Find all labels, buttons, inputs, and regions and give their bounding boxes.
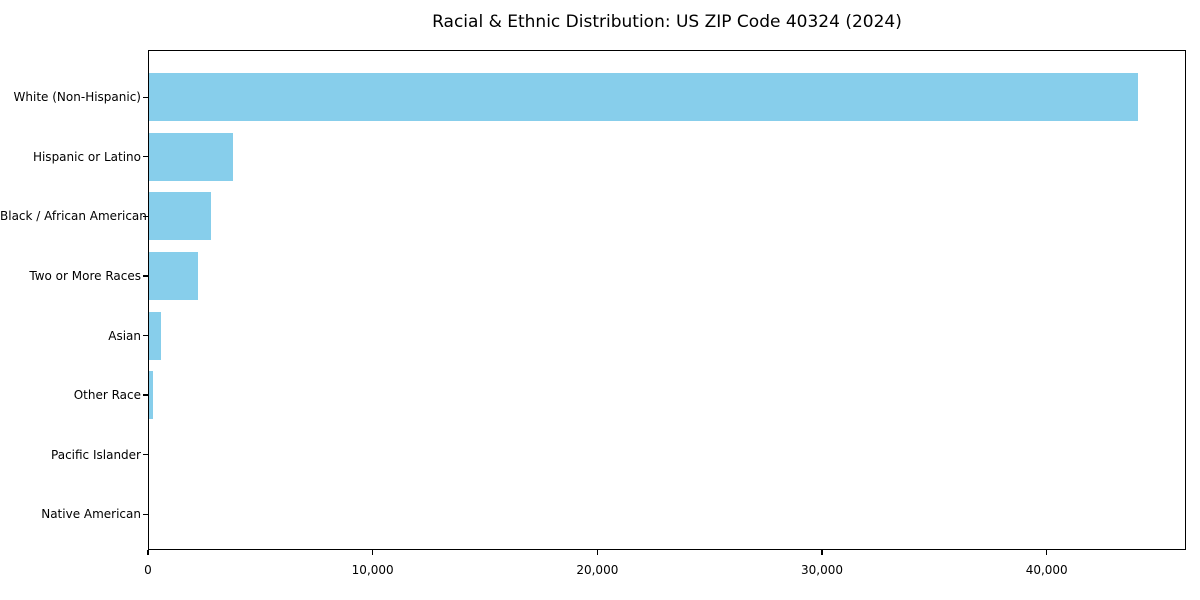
plot-area (148, 50, 1186, 550)
y-tick-mark (143, 454, 148, 456)
x-tick-mark (596, 550, 598, 555)
y-tick-label: Black / African American (0, 209, 147, 224)
y-tick-label: Hispanic or Latino (32, 149, 141, 164)
x-tick-mark (372, 550, 374, 555)
y-tick-label: White (Non-Hispanic) (13, 90, 141, 105)
x-tick-mark (147, 550, 149, 555)
y-tick-label: Native American (41, 507, 141, 522)
y-tick-mark (143, 96, 148, 98)
y-tick-label: Two or More Races (29, 268, 141, 283)
y-tick-mark (143, 156, 148, 158)
bar (149, 371, 154, 420)
bar (149, 251, 198, 300)
x-tick-label: 20,000 (576, 563, 619, 577)
x-tick-label: 30,000 (801, 563, 844, 577)
x-tick-label: 10,000 (351, 563, 394, 577)
chart-title: Racial & Ethnic Distribution: US ZIP Cod… (432, 12, 902, 32)
x-tick-mark (1046, 550, 1048, 555)
y-tick-mark (143, 275, 148, 277)
y-tick-mark (143, 215, 148, 217)
y-tick-mark (143, 394, 148, 396)
y-tick-label: Pacific Islander (51, 447, 141, 462)
y-tick-label: Asian (108, 328, 141, 343)
x-tick-label: 0 (144, 563, 152, 577)
bar (149, 132, 234, 181)
bar (149, 311, 161, 360)
y-tick-mark (143, 334, 148, 337)
y-tick-label: Other Race (73, 388, 141, 403)
x-tick-mark (821, 550, 823, 555)
x-tick-label: 40,000 (1025, 563, 1068, 577)
y-tick-mark (143, 513, 148, 515)
bar (149, 73, 1138, 122)
bar (149, 192, 211, 241)
